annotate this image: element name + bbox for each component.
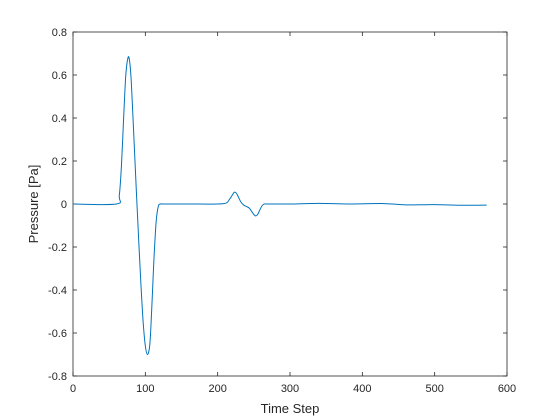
x-tick-label: 200 bbox=[208, 383, 226, 395]
tick-label-group: 0 100 200 300 400 500 600 -0.8 -0.6 -0.4 -0.2 0 0.2 0… bbox=[48, 27, 516, 395]
y-tick-label: -0.4 bbox=[48, 285, 67, 297]
tick-group bbox=[72, 31, 508, 377]
y-tick-label: 0 bbox=[61, 199, 67, 211]
y-axis-label: Pressure [Pa] bbox=[26, 165, 41, 244]
x-tick-label: 0 bbox=[70, 383, 76, 395]
y-tick-label: -0.6 bbox=[48, 328, 67, 340]
x-tick-label: 100 bbox=[136, 383, 154, 395]
y-tick-label: -0.8 bbox=[48, 371, 67, 383]
x-tick-label: 300 bbox=[281, 383, 299, 395]
y-tick-label: 0.2 bbox=[52, 156, 67, 168]
x-axis-label: Time Step bbox=[261, 401, 320, 416]
y-tick-label: 0.6 bbox=[52, 70, 67, 82]
y-tick-label: 0.4 bbox=[52, 113, 67, 125]
x-tick-label: 600 bbox=[498, 383, 516, 395]
x-tick-label: 500 bbox=[425, 383, 443, 395]
pressure-series-line bbox=[72, 56, 487, 356]
x-tick-label: 400 bbox=[353, 383, 371, 395]
y-tick-label: -0.2 bbox=[48, 242, 67, 254]
y-tick-label: 0.8 bbox=[52, 27, 67, 39]
